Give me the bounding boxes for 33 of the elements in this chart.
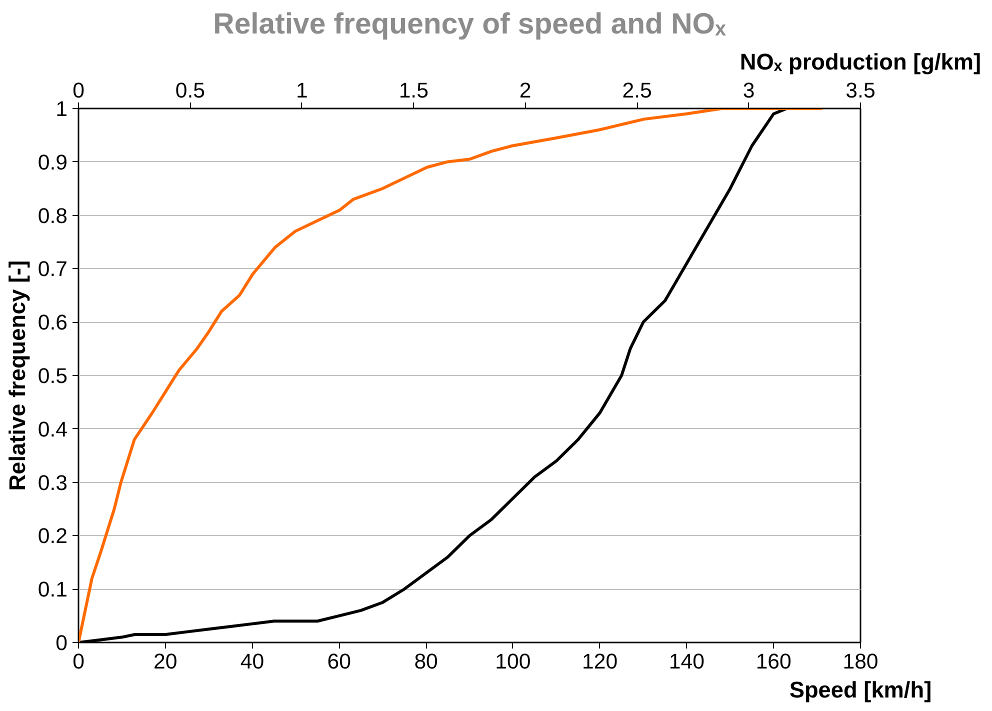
x-tick-label: 120 (582, 650, 618, 674)
x-tick-label: 20 (154, 650, 178, 674)
x2-tick-label: 1 (296, 78, 308, 102)
y-tick-label: 0 (56, 631, 68, 655)
y-tick-label: 0.7 (38, 257, 68, 282)
y-tick-label: 0.4 (38, 417, 68, 442)
x2-tick-label: 3 (742, 78, 755, 102)
y-tick-label: 1 (56, 97, 68, 121)
x-axis-title: Speed [km/h] (789, 676, 932, 702)
y-tick-label: 0.6 (38, 310, 68, 335)
y-tick-label: 0.9 (38, 150, 68, 174)
x-tick-label: 80 (414, 650, 438, 674)
x2-tick-label: 3.5 (846, 78, 876, 102)
y-axis-title: Relative frequency [-] (4, 260, 30, 491)
x-tick-label: 100 (495, 650, 531, 674)
x-tick-label: 180 (842, 650, 878, 674)
y-tick-label: 0.3 (38, 470, 68, 495)
x-tick-label: 140 (668, 650, 705, 674)
y-tick-label: 0.2 (38, 524, 68, 548)
y-tick-label: 0.8 (38, 204, 68, 228)
x2-tick-label: 1.5 (398, 78, 428, 102)
x-tick-label: 160 (756, 650, 792, 674)
x2-tick-label: 0 (72, 78, 85, 102)
x2-axis-title: NOₓ production [g/km] (740, 48, 982, 74)
x2-tick-label: 2.5 (622, 78, 652, 102)
y-tick-label: 0.5 (38, 364, 68, 388)
x-tick-label: 60 (327, 650, 352, 674)
y-tick-label: 0.1 (38, 578, 68, 602)
x2-tick-label: 2 (519, 78, 532, 102)
chart-title: Relative frequency of speed and NOₓ (213, 8, 726, 40)
x-tick-label: 0 (72, 650, 85, 674)
x-tick-label: 40 (240, 650, 264, 674)
x2-tick-label: 0.5 (175, 78, 206, 102)
